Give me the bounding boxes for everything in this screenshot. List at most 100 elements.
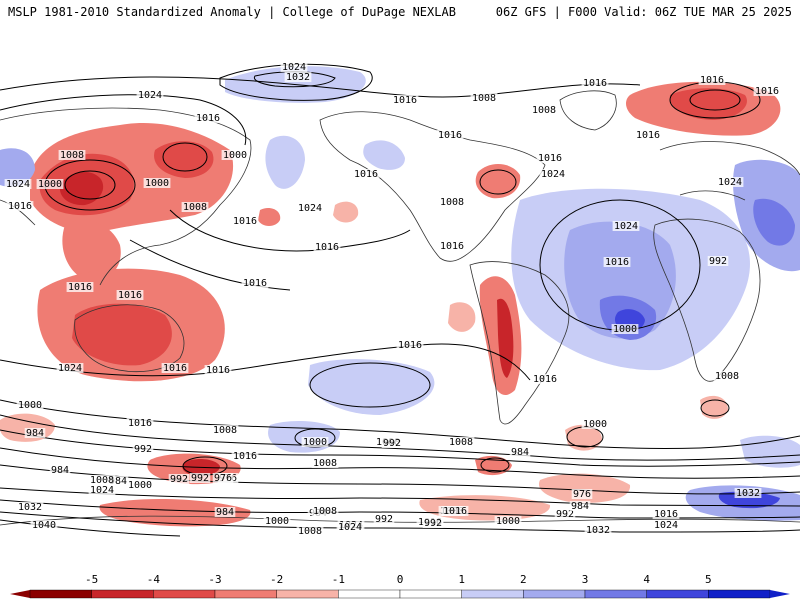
contour-label: 1016 (755, 86, 779, 97)
contour-label: 992 (556, 509, 574, 520)
contour-label: 1032 (0, 0, 12, 3)
contour-label: 1016 (68, 282, 92, 293)
contour-label-bg (441, 506, 469, 516)
contour-label: 1000 (18, 400, 42, 411)
contour-label: 984 (511, 447, 529, 458)
colorbar-ticks: -5 -4 -3 -2 -1 0 1 2 3 4 5 (85, 573, 712, 586)
contour-label-bg (4, 179, 32, 189)
colorbar-tick-label: -3 (208, 573, 221, 586)
contour-label-bg (161, 363, 189, 373)
contour-label-bg (301, 437, 329, 447)
europe-coast (659, 141, 800, 201)
contour-south-1016 (0, 343, 531, 381)
contour-label-bg (126, 480, 154, 490)
colorbar-tick-label: -5 (85, 573, 98, 586)
contour-greenland-low-inner (689, 89, 741, 111)
contour-label: 1016 (163, 363, 187, 374)
contour-south-africa-low (700, 399, 730, 417)
contour-north-1024 (0, 94, 247, 146)
contour-label: 1032 (286, 72, 310, 83)
contour-asia-low-inner (64, 170, 116, 200)
colorbar-swatch (461, 589, 524, 599)
contour-label: 992 (424, 518, 442, 529)
contour-label: 1024 (614, 221, 638, 232)
contour-label: 1008 (715, 371, 739, 382)
contour-labels: 1024103210241016100810001024101610001000… (0, 0, 781, 537)
contour-label-bg (263, 516, 291, 526)
contour-label: 1000 (128, 480, 152, 491)
anomaly-map: 1024103210241016100810001024101610001000… (0, 0, 800, 537)
contour-label-bg (212, 473, 234, 483)
australia-coast (74, 304, 185, 373)
contour-pacific-1016 (169, 209, 411, 252)
contour-label: 1000 (38, 179, 62, 190)
contour-label-bg (204, 365, 232, 375)
contour-label: 1032 (736, 488, 760, 499)
contour-label: 1000 (303, 437, 327, 448)
contour-label: 1024 (654, 520, 678, 531)
colorbar-swatch (646, 589, 709, 599)
contour-label: 1032 (18, 502, 42, 513)
contour-label-bg (554, 509, 576, 519)
contour-label-bg (494, 516, 522, 526)
asia-low-anomaly-inner (59, 171, 104, 206)
contour-label-bg (189, 473, 211, 483)
contour-label-bg (231, 451, 259, 461)
contour-label-bg (373, 514, 395, 524)
colorbar-swatches (10, 589, 790, 599)
contour-label: 1016 (354, 169, 378, 180)
contour-label: 1016 (118, 290, 142, 301)
contour-label: 1024 (282, 62, 306, 73)
contour-label-bg (311, 458, 339, 468)
contour-label-bg (143, 178, 171, 188)
colorbar-min-arrow (10, 590, 30, 598)
north-america-coast (319, 111, 546, 262)
colorbar-tick-label: 0 (397, 573, 404, 586)
contour-label: 984 (26, 428, 44, 439)
contour-label-bg (713, 371, 741, 381)
contour-label-bg (49, 465, 71, 475)
colorbar-swatch (214, 589, 277, 599)
contour-label-bg (581, 78, 609, 88)
contour-label-bg (214, 507, 236, 517)
contour-label: 1008 (90, 475, 114, 486)
colorbar-tick-label: 2 (520, 573, 527, 586)
contour-label-bg (391, 95, 419, 105)
contour-label: 1008 (313, 506, 337, 517)
australia-anomaly-core (72, 303, 172, 366)
contour-label-bg (436, 130, 464, 140)
map-title: MSLP 1981-2010 Standardized Anomaly | Co… (8, 5, 456, 19)
south-america-coast (469, 261, 570, 425)
contour-label: 1024 (138, 90, 162, 101)
contour-label: 1016 (583, 78, 607, 89)
contour-label-bg (531, 374, 559, 384)
contour-label-bg (569, 501, 591, 511)
contour-label: 1024 (541, 169, 565, 180)
contour-south-pacific-high (309, 362, 431, 408)
contour-label: 1016 (700, 75, 724, 86)
contour-label: 1016 (398, 340, 422, 351)
contour-label-bg (24, 428, 46, 438)
colorbar-swatch (584, 589, 647, 599)
contour-label: 1008 (183, 202, 207, 213)
contour-label-bg (470, 93, 498, 103)
contour-label-bg (107, 476, 129, 486)
contour-north-1016 (0, 76, 641, 98)
colorbar-tick-label: 5 (705, 573, 712, 586)
europe-anomaly-core (753, 198, 795, 246)
contour-label-bg (30, 520, 58, 530)
contour-label: 1016 (393, 95, 417, 106)
contour-label-bg (311, 506, 339, 516)
contour-pacific-1008 (129, 239, 291, 291)
contour-label: 1016 (233, 216, 257, 227)
contour-label-bg (530, 105, 558, 115)
contour-label-bg (634, 130, 662, 140)
contour-label: 1024 (298, 203, 322, 214)
contour-label-bg (571, 489, 593, 499)
contour-label-bg (211, 425, 239, 435)
contour-label: 1032 (586, 525, 610, 536)
pacific-small-anomaly (258, 208, 281, 226)
contour-label: 1008 (532, 105, 556, 116)
contour-label: 1016 (538, 153, 562, 164)
contour-label-bg (126, 418, 154, 428)
